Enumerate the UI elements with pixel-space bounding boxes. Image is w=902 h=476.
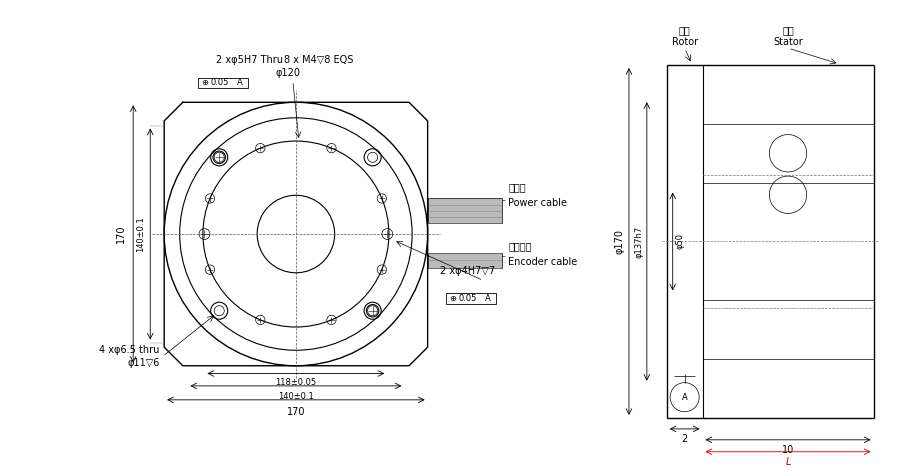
Text: A: A	[237, 79, 243, 88]
Text: 2 xφ4H7▽7: 2 xφ4H7▽7	[440, 266, 495, 276]
Bar	[428, 198, 502, 223]
Text: 动力线: 动力线	[508, 182, 526, 192]
Text: 10: 10	[782, 445, 794, 455]
Text: φ137h7: φ137h7	[635, 225, 644, 258]
Text: 170: 170	[116, 225, 126, 243]
Text: Power cable: Power cable	[508, 198, 567, 208]
Text: 2 xφ5H7 Thru: 2 xφ5H7 Thru	[216, 55, 283, 65]
Bar	[446, 293, 496, 304]
Bar	[428, 253, 502, 268]
Text: 170: 170	[287, 407, 305, 417]
Text: 118±0.05: 118±0.05	[275, 378, 317, 387]
Text: 8 x M4▽8 EQS: 8 x M4▽8 EQS	[284, 55, 354, 65]
Text: 4 xφ6.5 thru: 4 xφ6.5 thru	[99, 345, 160, 355]
Text: 2: 2	[682, 434, 687, 444]
Text: φ120: φ120	[276, 68, 300, 78]
Text: ⊕: ⊕	[201, 79, 208, 88]
Text: 140±0.1: 140±0.1	[136, 216, 145, 252]
Text: Encoder cable: Encoder cable	[508, 257, 577, 267]
Text: φ50: φ50	[676, 234, 685, 249]
Text: 编码器线: 编码器线	[508, 241, 531, 251]
Text: 定子: 定子	[782, 25, 794, 35]
Text: φ11▽6: φ11▽6	[127, 357, 160, 367]
Text: A: A	[682, 393, 687, 402]
Text: A: A	[485, 294, 491, 303]
Text: 0.05: 0.05	[459, 294, 477, 303]
Bar	[198, 78, 248, 89]
Text: Stator: Stator	[773, 37, 803, 47]
Text: 140±0.1: 140±0.1	[278, 392, 314, 401]
Text: φ170: φ170	[615, 229, 625, 254]
Text: 0.05: 0.05	[211, 79, 229, 88]
Text: L: L	[786, 456, 791, 466]
Text: 转子: 转子	[678, 25, 691, 35]
Text: Rotor: Rotor	[672, 37, 697, 47]
Text: ⊕: ⊕	[449, 294, 456, 303]
